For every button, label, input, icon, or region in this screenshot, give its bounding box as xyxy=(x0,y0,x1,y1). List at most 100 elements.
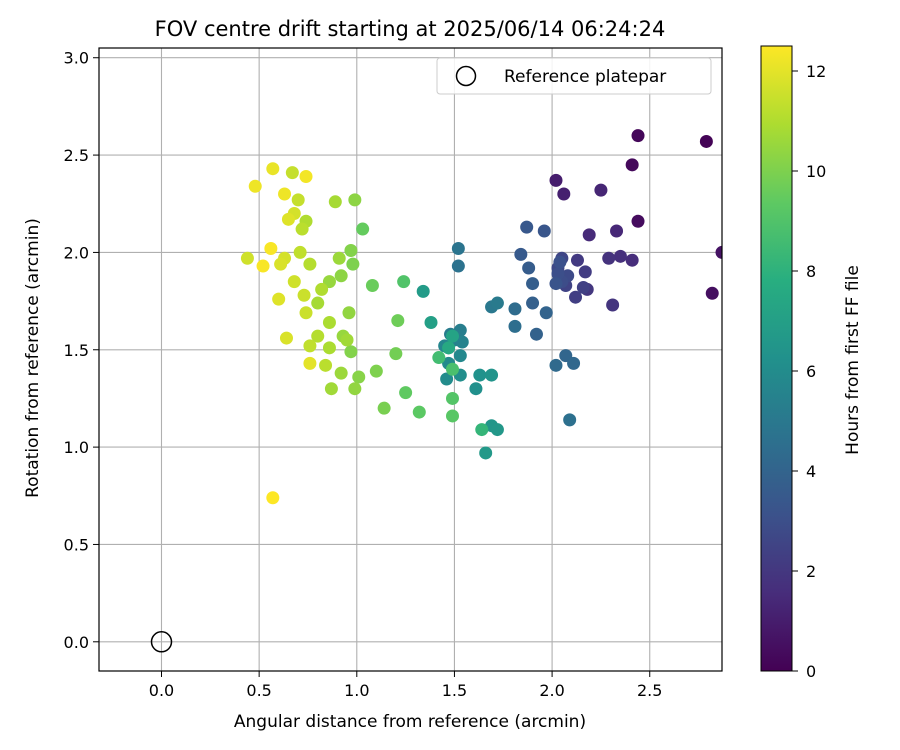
scatter-point xyxy=(594,183,608,197)
scatter-point xyxy=(303,257,317,271)
scatter-point xyxy=(551,267,565,281)
scatter-point xyxy=(451,242,465,256)
scatter-point xyxy=(322,316,336,330)
scatter-point xyxy=(699,134,713,148)
reference-platepar-marker xyxy=(150,631,173,653)
scatter-point xyxy=(549,358,563,372)
scatter-point xyxy=(293,245,307,259)
x-tick-label: 1.0 xyxy=(344,681,369,700)
scatter-point xyxy=(311,296,325,310)
scatter-point xyxy=(303,339,317,353)
y-tick-label: 1.5 xyxy=(64,341,89,360)
scatter-point xyxy=(297,288,311,302)
scatter-point xyxy=(272,292,286,306)
scatter-point xyxy=(539,306,553,320)
scatter-point xyxy=(332,251,346,265)
scatter-point xyxy=(285,166,299,180)
scatter-point xyxy=(319,358,333,372)
scatter-point xyxy=(281,212,295,226)
scatter-point xyxy=(266,491,280,505)
scatter-point xyxy=(582,228,596,242)
scatter-point xyxy=(399,386,413,400)
scatter-point xyxy=(391,314,405,328)
y-tick-label: 3.0 xyxy=(64,49,89,68)
scatter-point xyxy=(264,242,278,256)
colorbar-tick-label: 2 xyxy=(806,562,816,581)
scatter-point xyxy=(365,279,379,293)
scatter-point xyxy=(324,382,338,396)
scatter-point xyxy=(520,220,534,234)
scatter-point xyxy=(344,345,358,359)
scatter-point xyxy=(356,222,370,236)
scatter-point xyxy=(469,382,483,396)
scatter-point xyxy=(576,280,590,294)
x-tick-label: 2.5 xyxy=(637,681,662,700)
scatter-point xyxy=(715,245,722,259)
scatter-point xyxy=(322,341,336,355)
scatter-point xyxy=(451,259,465,273)
scatter-point xyxy=(291,193,305,207)
scatter-point xyxy=(537,224,551,238)
scatter-point xyxy=(602,251,616,265)
scatter-point xyxy=(295,222,309,236)
scatter-point xyxy=(625,158,639,172)
scatter-point xyxy=(248,179,262,193)
scatter-point xyxy=(445,409,459,423)
scatter-point xyxy=(455,335,469,349)
scatter-point xyxy=(278,187,292,201)
scatter-point xyxy=(342,306,356,320)
scatter-point xyxy=(529,327,543,341)
scatter-point xyxy=(266,162,280,176)
plot-frame xyxy=(98,47,723,672)
scatter-point xyxy=(613,249,627,263)
scatter-point xyxy=(578,265,592,279)
scatter-point xyxy=(479,446,493,460)
scatter-point xyxy=(328,195,342,209)
scatter-point xyxy=(631,129,645,143)
scatter-points xyxy=(150,129,722,653)
x-tick-label: 0.5 xyxy=(246,681,271,700)
scatter-point xyxy=(299,306,313,320)
colorbar-tick-label: 8 xyxy=(806,262,816,281)
scatter-point xyxy=(485,368,499,382)
colorbar xyxy=(760,45,793,672)
scatter-point xyxy=(440,372,454,386)
y-axis-label: Rotation from reference (arcmin) xyxy=(23,218,43,498)
scatter-point xyxy=(514,247,528,261)
scatter-point xyxy=(445,391,459,405)
scatter-point xyxy=(610,224,624,238)
legend: Reference platepar xyxy=(436,57,712,95)
legend-reference-label: Reference platepar xyxy=(504,67,666,87)
scatter-point xyxy=(490,423,504,437)
y-tick-label: 0.5 xyxy=(64,535,89,554)
scatter-point xyxy=(522,261,536,275)
scatter-point xyxy=(299,169,313,183)
scatter-point xyxy=(340,333,354,347)
scatter-point xyxy=(442,341,456,355)
scatter-point xyxy=(279,331,293,345)
colorbar-tick-label: 6 xyxy=(806,362,816,381)
chart-title: FOV centre drift starting at 2025/06/14 … xyxy=(155,17,666,41)
scatter-point xyxy=(240,251,254,265)
scatter-point xyxy=(334,269,348,283)
scatter-point xyxy=(553,255,567,269)
scatter-point xyxy=(352,370,366,384)
scatter-point xyxy=(412,405,426,419)
scatter-point xyxy=(570,253,584,267)
scatter-point xyxy=(311,329,325,343)
scatter-point xyxy=(346,257,360,271)
colorbar-ticks: 0 2 4 6 8 10 12 xyxy=(792,62,826,681)
scatter-point xyxy=(625,253,639,267)
scatter-point xyxy=(445,329,459,343)
scatter-point xyxy=(416,284,430,298)
colorbar-tick-label: 4 xyxy=(806,462,816,481)
scatter-point xyxy=(549,173,563,187)
scatter-point xyxy=(315,282,329,296)
scatter-point xyxy=(508,319,522,333)
x-tick-label: 1.5 xyxy=(442,681,467,700)
scatter-point xyxy=(424,316,438,330)
scatter-point xyxy=(490,296,504,310)
scatter-point xyxy=(563,413,577,427)
x-tick-label: 2.0 xyxy=(539,681,564,700)
